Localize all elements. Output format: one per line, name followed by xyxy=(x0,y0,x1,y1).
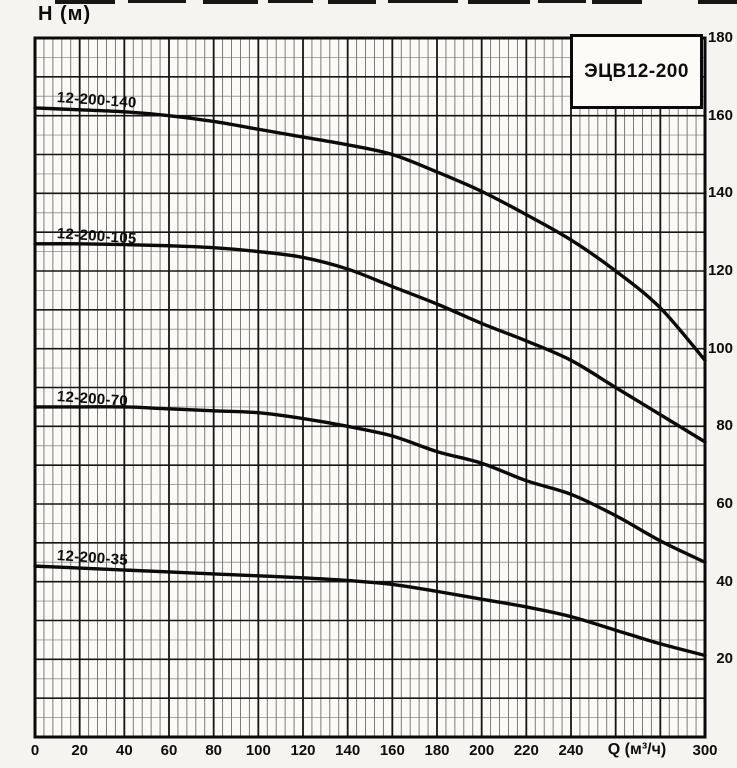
pump-curve-12-200-70 xyxy=(33,405,707,564)
y-tick-label: 80 xyxy=(716,417,733,435)
x-tick-label: 80 xyxy=(205,742,222,759)
pump-curve-12-200-35 xyxy=(33,564,707,658)
y-tick-label: 20 xyxy=(716,650,733,668)
x-tick-label: 300 xyxy=(692,742,718,759)
x-tick-label: 40 xyxy=(115,742,133,759)
x-tick-label: 160 xyxy=(379,742,405,759)
y-tick-label: 100 xyxy=(707,339,733,357)
chart-title: ЭЦВ12-200 xyxy=(584,60,689,82)
y-tick-label: 180 xyxy=(707,29,733,46)
x-tick-label: 200 xyxy=(469,742,495,759)
y-axis-title: H (м) xyxy=(38,3,92,25)
x-tick-label: 120 xyxy=(290,742,316,759)
x-tick-label: 140 xyxy=(335,742,361,759)
y-tick-label: 60 xyxy=(716,495,733,512)
x-tick-label: 100 xyxy=(245,742,271,759)
chart-title-box: ЭЦВ12-200 xyxy=(570,34,703,109)
y-tick-label: 140 xyxy=(707,184,733,202)
x-tick-label: 220 xyxy=(513,742,539,759)
x-tick-label: 20 xyxy=(71,742,88,759)
x-tick-label: 180 xyxy=(424,742,450,759)
x-tick-label: 60 xyxy=(160,742,178,759)
x-tick-label: 240 xyxy=(558,742,584,759)
x-axis-title: Q (м³/ч) xyxy=(607,741,667,758)
y-tick-label: 120 xyxy=(707,262,733,279)
x-tick-label: 0 xyxy=(30,742,40,759)
y-tick-label: 40 xyxy=(716,572,733,590)
pump-curve-12-200-140 xyxy=(33,106,707,363)
y-tick-label: 160 xyxy=(707,106,733,124)
pump-curve-12-200-105 xyxy=(33,242,707,444)
